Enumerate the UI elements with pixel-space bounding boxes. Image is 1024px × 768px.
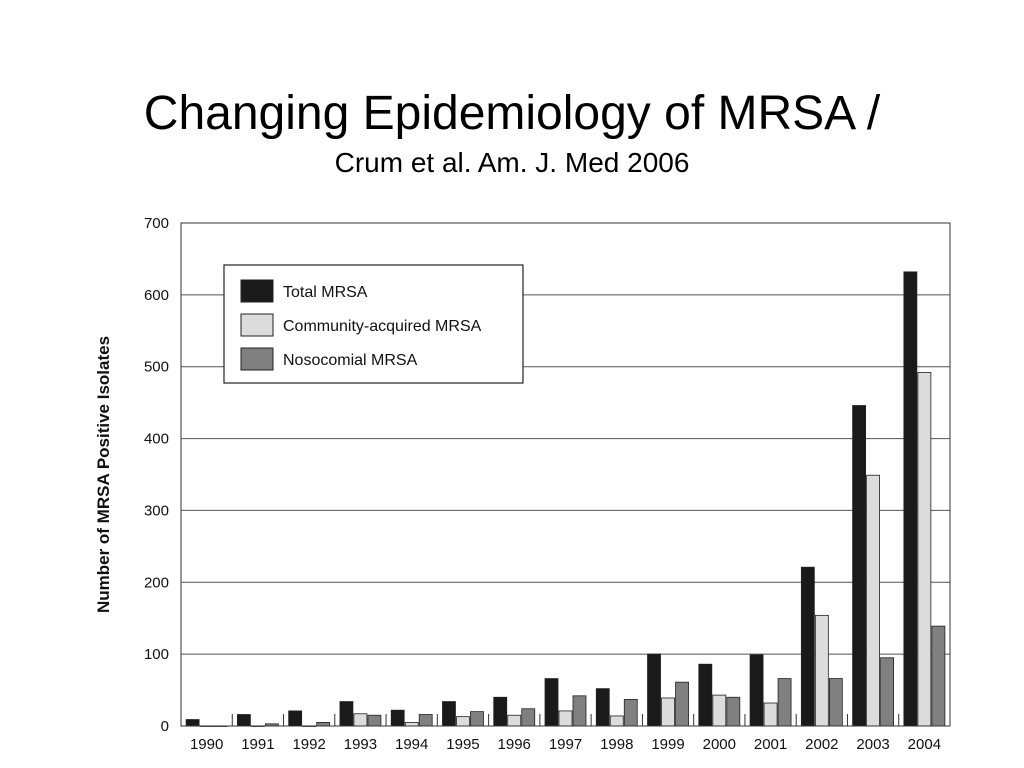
legend-label: Total MRSA (283, 284, 368, 301)
bar-community-acquired-mrsa-1996 (507, 714, 522, 727)
bars (185, 271, 946, 727)
bar-nosocomial-mrsa-2001 (777, 678, 792, 727)
bar-nosocomial-mrsa-1997 (572, 695, 587, 727)
bar-nosocomial-mrsa-1993 (367, 714, 382, 727)
bar-community-acquired-mrsa-2003 (866, 474, 880, 727)
y-axis-ticks: 0 100 200 300 400 500 600 700 (144, 215, 169, 735)
x-axis-ticks: 1990 1991 1992 1993 1994 1995 1996 1997 1998 1999… (190, 714, 941, 753)
x-tick-label: 2000 (703, 736, 736, 753)
bar-total-mrsa-1991 (236, 714, 251, 727)
bar-nosocomial-mrsa-2003 (880, 657, 894, 727)
x-tick-label: 1993 (344, 736, 377, 753)
bar-nosocomial-mrsa-1999 (675, 681, 689, 727)
x-tick-label: 1997 (549, 736, 582, 753)
y-tick-label: 100 (144, 646, 169, 663)
x-tick-label: 2003 (856, 736, 889, 753)
bar-total-mrsa-1990 (185, 719, 200, 727)
x-tick-label: 2002 (805, 736, 838, 753)
slide-subtitle: Crum et al. Am. J. Med 2006 (334, 147, 690, 178)
bar-nosocomial-mrsa-1995 (470, 711, 484, 727)
bar-total-mrsa-1992 (288, 710, 303, 727)
x-tick-label: 2001 (754, 736, 787, 753)
y-tick-label: 300 (144, 502, 169, 519)
y-tick-label: 400 (144, 431, 169, 448)
bar-nosocomial-mrsa-2004 (931, 625, 946, 727)
x-tick-label: 1994 (395, 736, 428, 753)
legend-swatch (240, 347, 274, 371)
bar-total-mrsa-1994 (390, 709, 405, 727)
bar-community-acquired-mrsa-1999 (661, 697, 675, 727)
bar-nosocomial-mrsa-1994 (418, 714, 433, 727)
bar-community-acquired-mrsa-1994 (404, 722, 419, 727)
y-tick-label: 600 (144, 287, 169, 304)
x-tick-label: 1999 (651, 736, 684, 753)
x-tick-label: 1996 (498, 736, 531, 753)
bar-nosocomial-mrsa-1992 (316, 722, 331, 727)
bar-community-acquired-mrsa-1998 (609, 715, 624, 727)
x-tick-label: 2004 (908, 736, 941, 753)
bar-total-mrsa-2000 (698, 663, 713, 727)
legend-swatch (240, 279, 274, 303)
legend-box (223, 264, 524, 384)
bar-total-mrsa-2004 (903, 271, 918, 727)
slide-title: Changing Epidemiology of MRSA / (143, 87, 881, 140)
bar-total-mrsa-1997 (544, 678, 559, 727)
bar-total-mrsa-1999 (647, 653, 661, 727)
legend: Total MRSA Community-acquired MRSA Nosocom… (223, 264, 524, 384)
bar-community-acquired-mrsa-2000 (712, 694, 727, 727)
bar-total-mrsa-1998 (595, 688, 610, 727)
y-tick-label: 700 (144, 215, 169, 232)
y-axis-label: Number of MRSA Positive Isolates (94, 336, 113, 613)
y-tick-label: 200 (144, 574, 169, 591)
bar-community-acquired-mrsa-2002 (814, 614, 829, 727)
x-tick-label: 1998 (600, 736, 633, 753)
bar-total-mrsa-1995 (442, 701, 456, 727)
x-tick-label: 1990 (190, 736, 223, 753)
x-tick-label: 1991 (241, 736, 274, 753)
bar-community-acquired-mrsa-2004 (917, 372, 932, 727)
bar-nosocomial-mrsa-2002 (828, 678, 843, 727)
x-tick-label: 1992 (292, 736, 325, 753)
bar-nosocomial-mrsa-1998 (623, 699, 638, 727)
x-tick-label: 1995 (446, 736, 479, 753)
bar-total-mrsa-2001 (749, 654, 764, 727)
bar-nosocomial-mrsa-1996 (521, 708, 536, 727)
bar-community-acquired-mrsa-1993 (353, 713, 368, 727)
bar-nosocomial-mrsa-2000 (726, 696, 741, 727)
plot-frame (180, 222, 951, 727)
bar-total-mrsa-1996 (493, 696, 508, 727)
bar-community-acquired-mrsa-1997 (558, 710, 573, 727)
y-tick-label: 500 (144, 359, 169, 376)
legend-label: Community-acquired MRSA (283, 318, 482, 335)
bar-total-mrsa-2002 (800, 566, 815, 727)
y-tick-label: 0 (161, 718, 169, 735)
bar-total-mrsa-2003 (852, 405, 866, 727)
legend-swatch (240, 313, 274, 337)
bar-community-acquired-mrsa-1995 (456, 716, 470, 727)
bar-community-acquired-mrsa-2001 (763, 702, 778, 727)
bar-total-mrsa-1993 (339, 701, 354, 727)
legend-label: Nosocomial MRSA (283, 352, 418, 369)
